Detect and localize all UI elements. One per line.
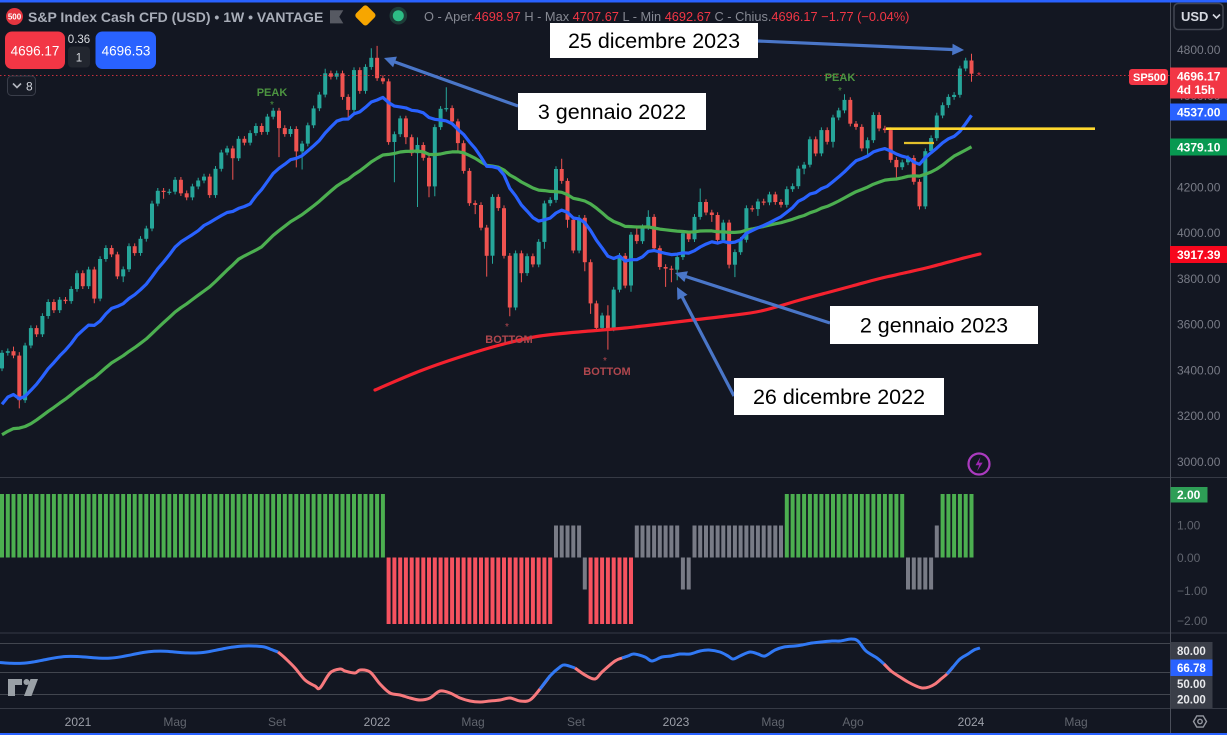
svg-text:0.36: 0.36 (68, 34, 90, 46)
svg-text:500: 500 (8, 13, 22, 22)
svg-text:4379.10: 4379.10 (1177, 141, 1221, 155)
svg-text:3600.00: 3600.00 (1177, 318, 1221, 332)
svg-text:3200.00: 3200.00 (1177, 409, 1221, 423)
svg-text:*: * (505, 322, 509, 333)
svg-text:Ago: Ago (842, 715, 864, 729)
svg-text:2024: 2024 (958, 715, 985, 729)
svg-text:50.00: 50.00 (1177, 679, 1206, 691)
svg-text:2.00: 2.00 (1177, 488, 1201, 502)
svg-text:80.00: 80.00 (1177, 646, 1206, 658)
svg-text:O - Aper.4698.97 H - Max 4707.: O - Aper.4698.97 H - Max 4707.67 L - Min… (424, 9, 909, 24)
svg-text:Set: Set (268, 715, 287, 729)
svg-text:66.78: 66.78 (1177, 663, 1206, 675)
svg-text:PEAK: PEAK (257, 87, 288, 99)
svg-text:2 gennaio 2023: 2 gennaio 2023 (860, 314, 1008, 338)
svg-text:26 dicembre 2022: 26 dicembre 2022 (753, 385, 925, 409)
svg-text:Mag: Mag (163, 715, 186, 729)
svg-text:4d 15h: 4d 15h (1177, 83, 1215, 97)
svg-text:25 dicembre 2023: 25 dicembre 2023 (568, 29, 740, 53)
svg-text:3 gennaio 2022: 3 gennaio 2022 (538, 100, 686, 124)
svg-text:4200.00: 4200.00 (1177, 180, 1221, 194)
svg-text:3800.00: 3800.00 (1177, 272, 1221, 286)
svg-text:4000.00: 4000.00 (1177, 226, 1221, 240)
svg-text:*: * (270, 100, 274, 111)
svg-text:2023: 2023 (663, 715, 690, 729)
svg-text:SP500: SP500 (1133, 72, 1166, 84)
svg-text:BOTTOM: BOTTOM (583, 366, 630, 378)
svg-text:−1.00: −1.00 (1177, 584, 1208, 598)
svg-text:4696.17: 4696.17 (1177, 70, 1221, 84)
svg-text:4696.53: 4696.53 (102, 44, 151, 59)
svg-text:2021: 2021 (65, 715, 92, 729)
svg-text:2022: 2022 (364, 715, 391, 729)
svg-text:PEAK: PEAK (825, 72, 856, 84)
svg-text:*: * (977, 71, 981, 82)
svg-text:Mag: Mag (1064, 715, 1087, 729)
svg-text:*: * (603, 356, 607, 367)
svg-text:3400.00: 3400.00 (1177, 363, 1221, 377)
svg-text:Set: Set (567, 715, 586, 729)
svg-text:1: 1 (76, 53, 82, 65)
svg-text:8: 8 (26, 80, 33, 94)
svg-text:3917.39: 3917.39 (1177, 248, 1221, 262)
svg-text:USD: USD (1181, 9, 1208, 24)
svg-text:4696.17: 4696.17 (11, 44, 60, 59)
svg-text:S&P Index Cash CFD (USD) • 1W: S&P Index Cash CFD (USD) • 1W • VANTAGE (28, 9, 323, 25)
svg-text:4537.00: 4537.00 (1177, 106, 1221, 120)
svg-text:Mag: Mag (761, 715, 784, 729)
svg-text:Mag: Mag (461, 715, 484, 729)
svg-text:BOTTOM: BOTTOM (485, 334, 532, 346)
svg-text:0.00: 0.00 (1177, 551, 1201, 565)
svg-text:3000.00: 3000.00 (1177, 455, 1221, 469)
svg-text:*: * (838, 86, 842, 97)
svg-text:4800.00: 4800.00 (1177, 43, 1221, 57)
svg-text:20.00: 20.00 (1177, 695, 1206, 707)
svg-text:1.00: 1.00 (1177, 519, 1201, 533)
svg-text:−2.00: −2.00 (1177, 614, 1208, 628)
